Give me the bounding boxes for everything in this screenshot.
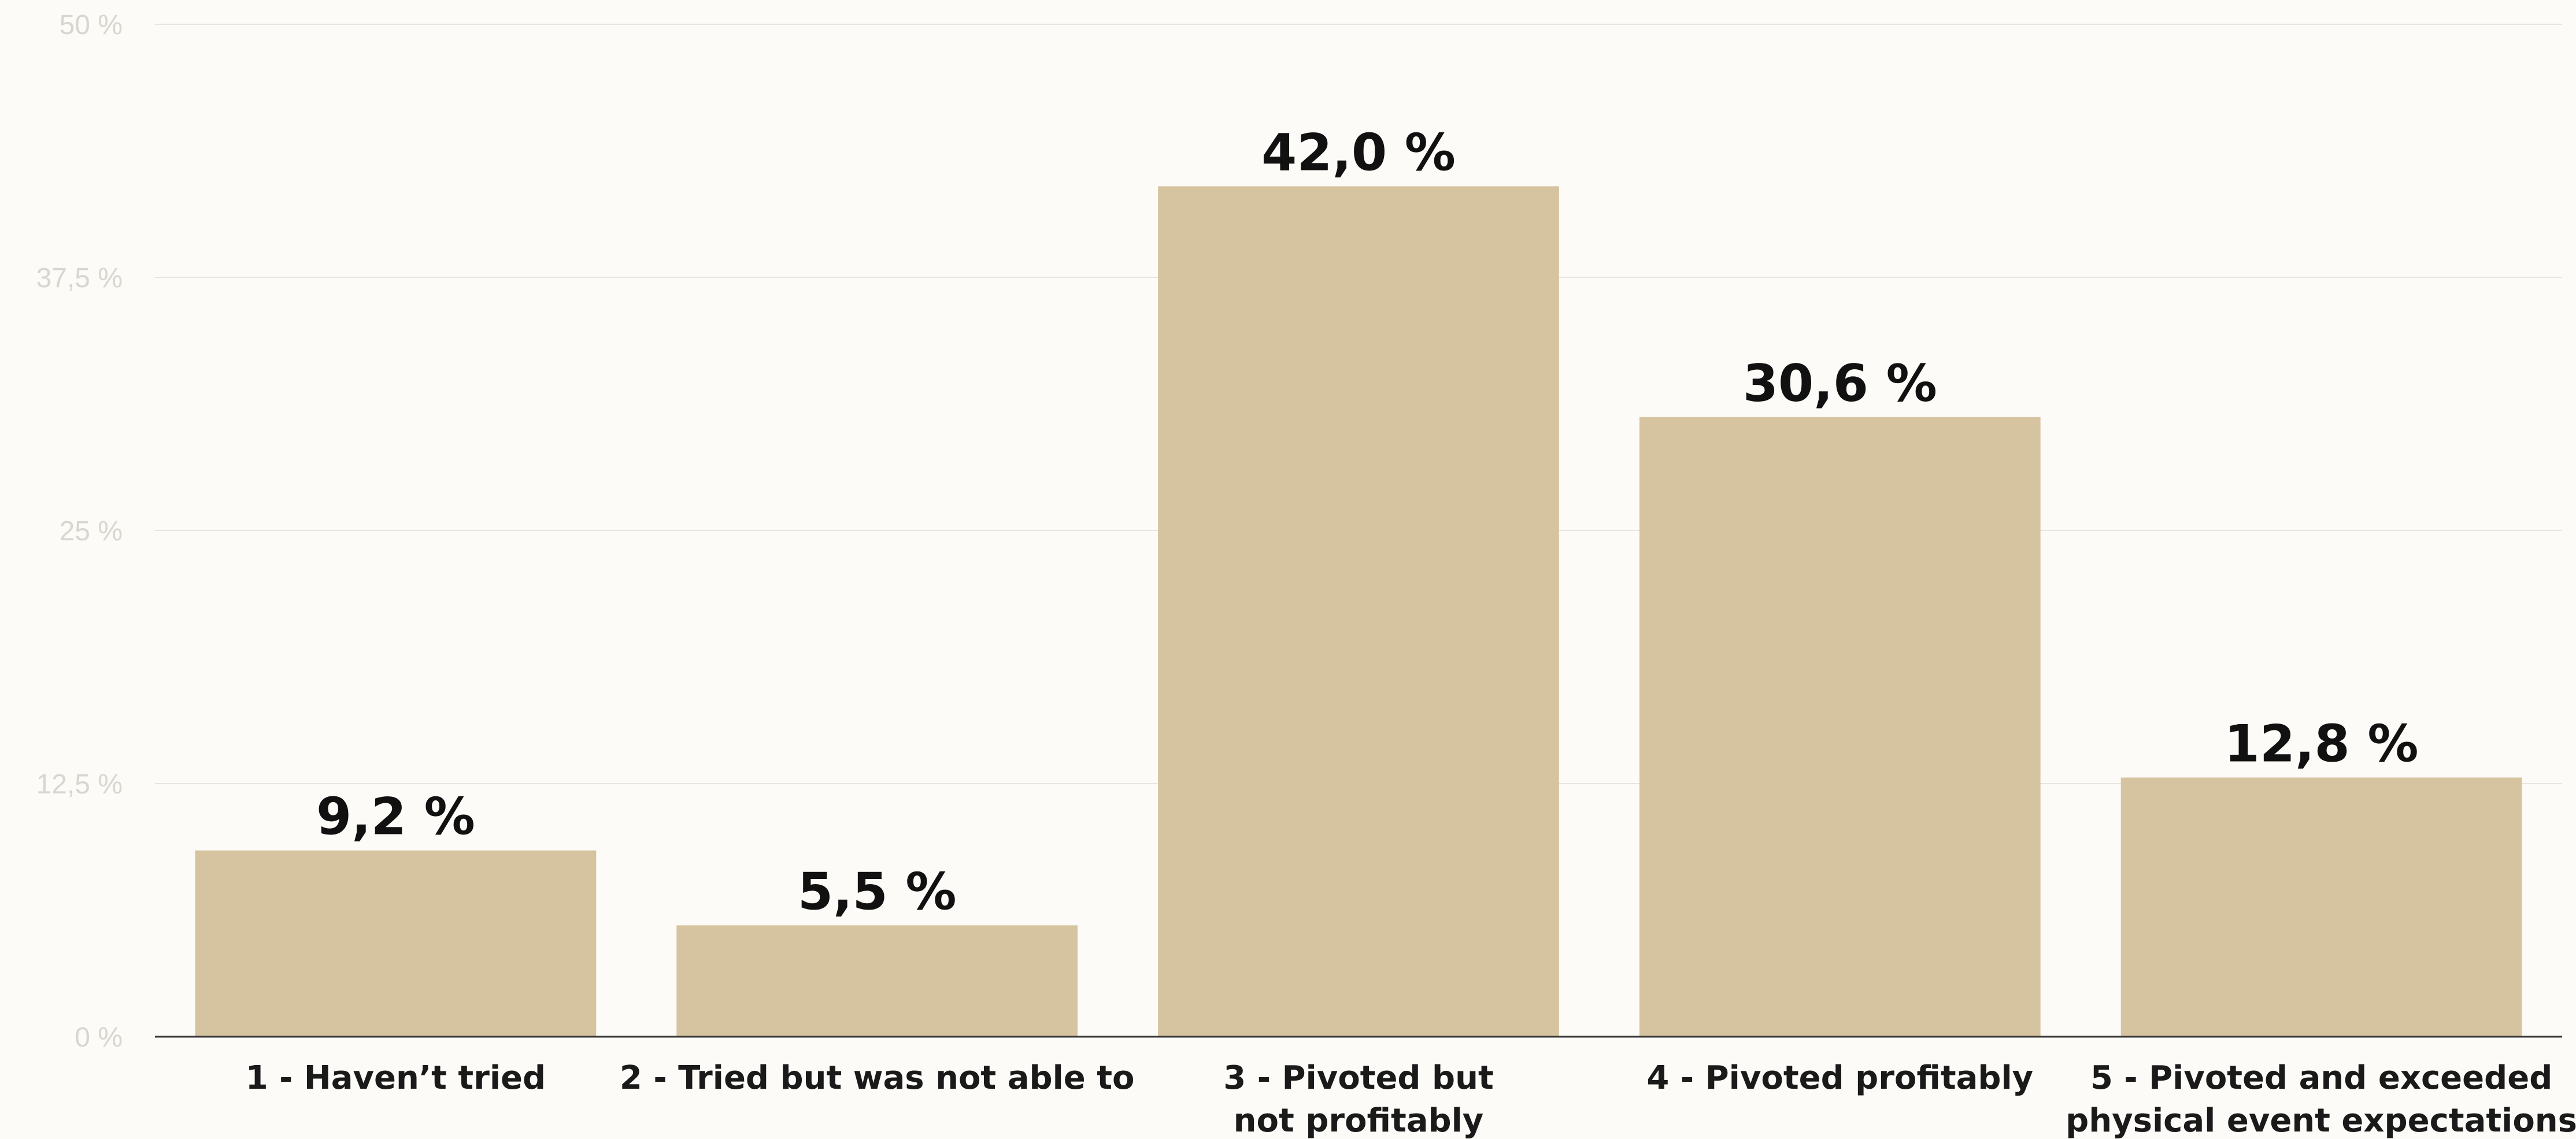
- data-label: 42,0 %: [1261, 123, 1456, 182]
- x-tick-label: 1 - Haven’t tried: [246, 1059, 546, 1097]
- bar: [676, 925, 1078, 1037]
- bar: [2120, 777, 2522, 1037]
- data-label: 30,6 %: [1743, 354, 1937, 413]
- bar: [195, 850, 597, 1037]
- x-tick-label: 2 - Tried but was not able to: [620, 1059, 1135, 1097]
- y-tick-label: 25 %: [60, 516, 123, 547]
- x-tick-label-line: 4 - Pivoted profitably: [1646, 1059, 2033, 1097]
- x-tick-label: 5 - Pivoted and exceeded physical event e…: [2066, 1059, 2576, 1139]
- x-tick-label-line: 5 - Pivoted and exceeded: [2090, 1059, 2552, 1097]
- x-tick-label: 3 - Pivoted but not profitably: [1223, 1059, 1493, 1139]
- x-tick-label-line: not profitably: [1234, 1102, 1484, 1139]
- x-tick-label-line: 2 - Tried but was not able to: [620, 1059, 1135, 1097]
- y-tick-label: 50 %: [60, 10, 123, 40]
- x-tick-label-line: 1 - Haven’t tried: [246, 1059, 546, 1097]
- y-tick-label: 12,5 %: [36, 769, 123, 800]
- x-tick-label-line: 3 - Pivoted but: [1223, 1059, 1493, 1097]
- data-label: 5,5 %: [798, 862, 957, 921]
- x-tick-label: 4 - Pivoted profitably: [1646, 1059, 2033, 1097]
- bar: [1158, 186, 1559, 1037]
- y-axis-ticks: 0 % 12,5 % 25 % 37,5 % 50 %: [36, 10, 123, 1053]
- data-label: 12,8 %: [2225, 714, 2419, 773]
- y-tick-label: 37,5 %: [36, 263, 123, 294]
- data-labels: 9,2 % 5,5 % 42,0 % 30,6 % 12,8 %: [316, 123, 2419, 921]
- data-label: 9,2 %: [316, 787, 475, 847]
- x-tick-label-line: physical event expectations: [2066, 1102, 2576, 1139]
- y-tick-label: 0 %: [75, 1022, 123, 1053]
- category-labels: 1 - Haven’t tried 2 - Tried but was not a…: [246, 1059, 2576, 1139]
- bars: [195, 186, 2522, 1037]
- bar: [1639, 417, 2041, 1037]
